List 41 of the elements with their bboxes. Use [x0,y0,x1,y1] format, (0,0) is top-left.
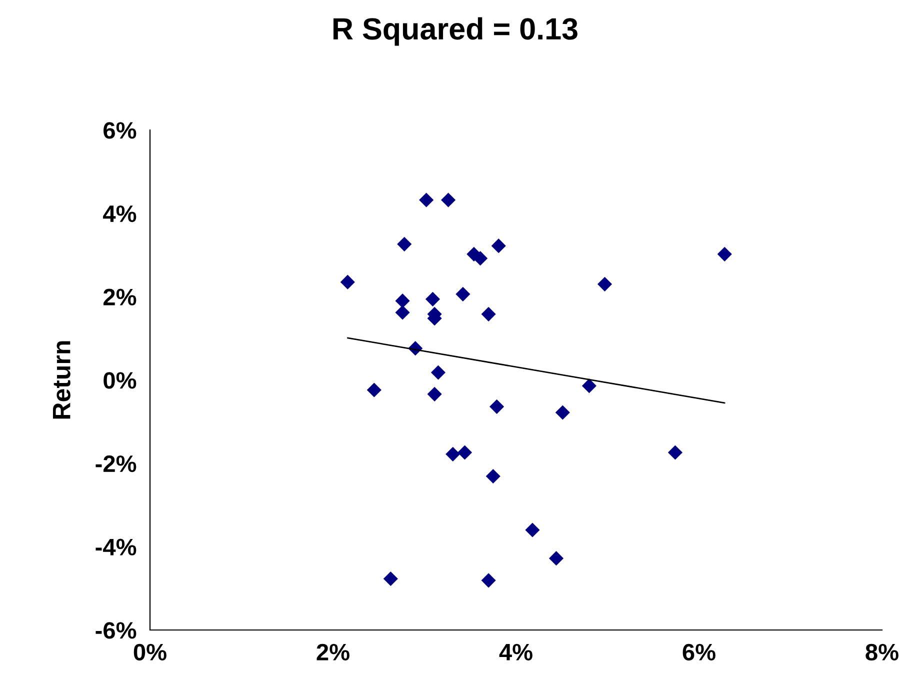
y-axis-title: Return [52,341,70,419]
chart-title: R Squared = 0.13 [334,17,578,46]
x-tick-label: 8% [866,644,898,661]
point [473,251,488,266]
point [481,573,496,588]
point [490,399,504,414]
point [668,445,682,460]
point [366,382,382,398]
point [491,238,506,254]
x-tick-label: 2% [316,644,350,660]
point [486,468,500,484]
point [430,365,446,380]
point [555,405,570,420]
point [597,276,612,292]
point [548,551,564,566]
point [582,378,596,394]
x-tick-label: 6% [682,644,716,661]
point [395,305,410,320]
y-tick-label: 6% [104,122,136,139]
point [441,192,456,208]
point [395,294,410,308]
point [446,446,460,462]
point [340,274,355,290]
y-tick-label: 0% [104,372,136,389]
point [419,192,434,208]
y-tick-label: -2% [96,455,136,472]
y-tick-label: 2% [104,288,136,306]
point [427,386,442,402]
point [425,292,440,306]
point [397,236,412,252]
point [717,246,732,262]
y-tick-label: -6% [96,622,136,639]
point [481,306,496,322]
x-tick-label: 4% [499,644,532,660]
x-tick-label: 0% [134,644,166,661]
point [525,522,540,538]
y-tick-label: -4% [96,538,136,556]
y-tick-label: 4% [103,205,136,222]
point [456,286,470,302]
point [383,571,398,586]
point [457,445,472,460]
